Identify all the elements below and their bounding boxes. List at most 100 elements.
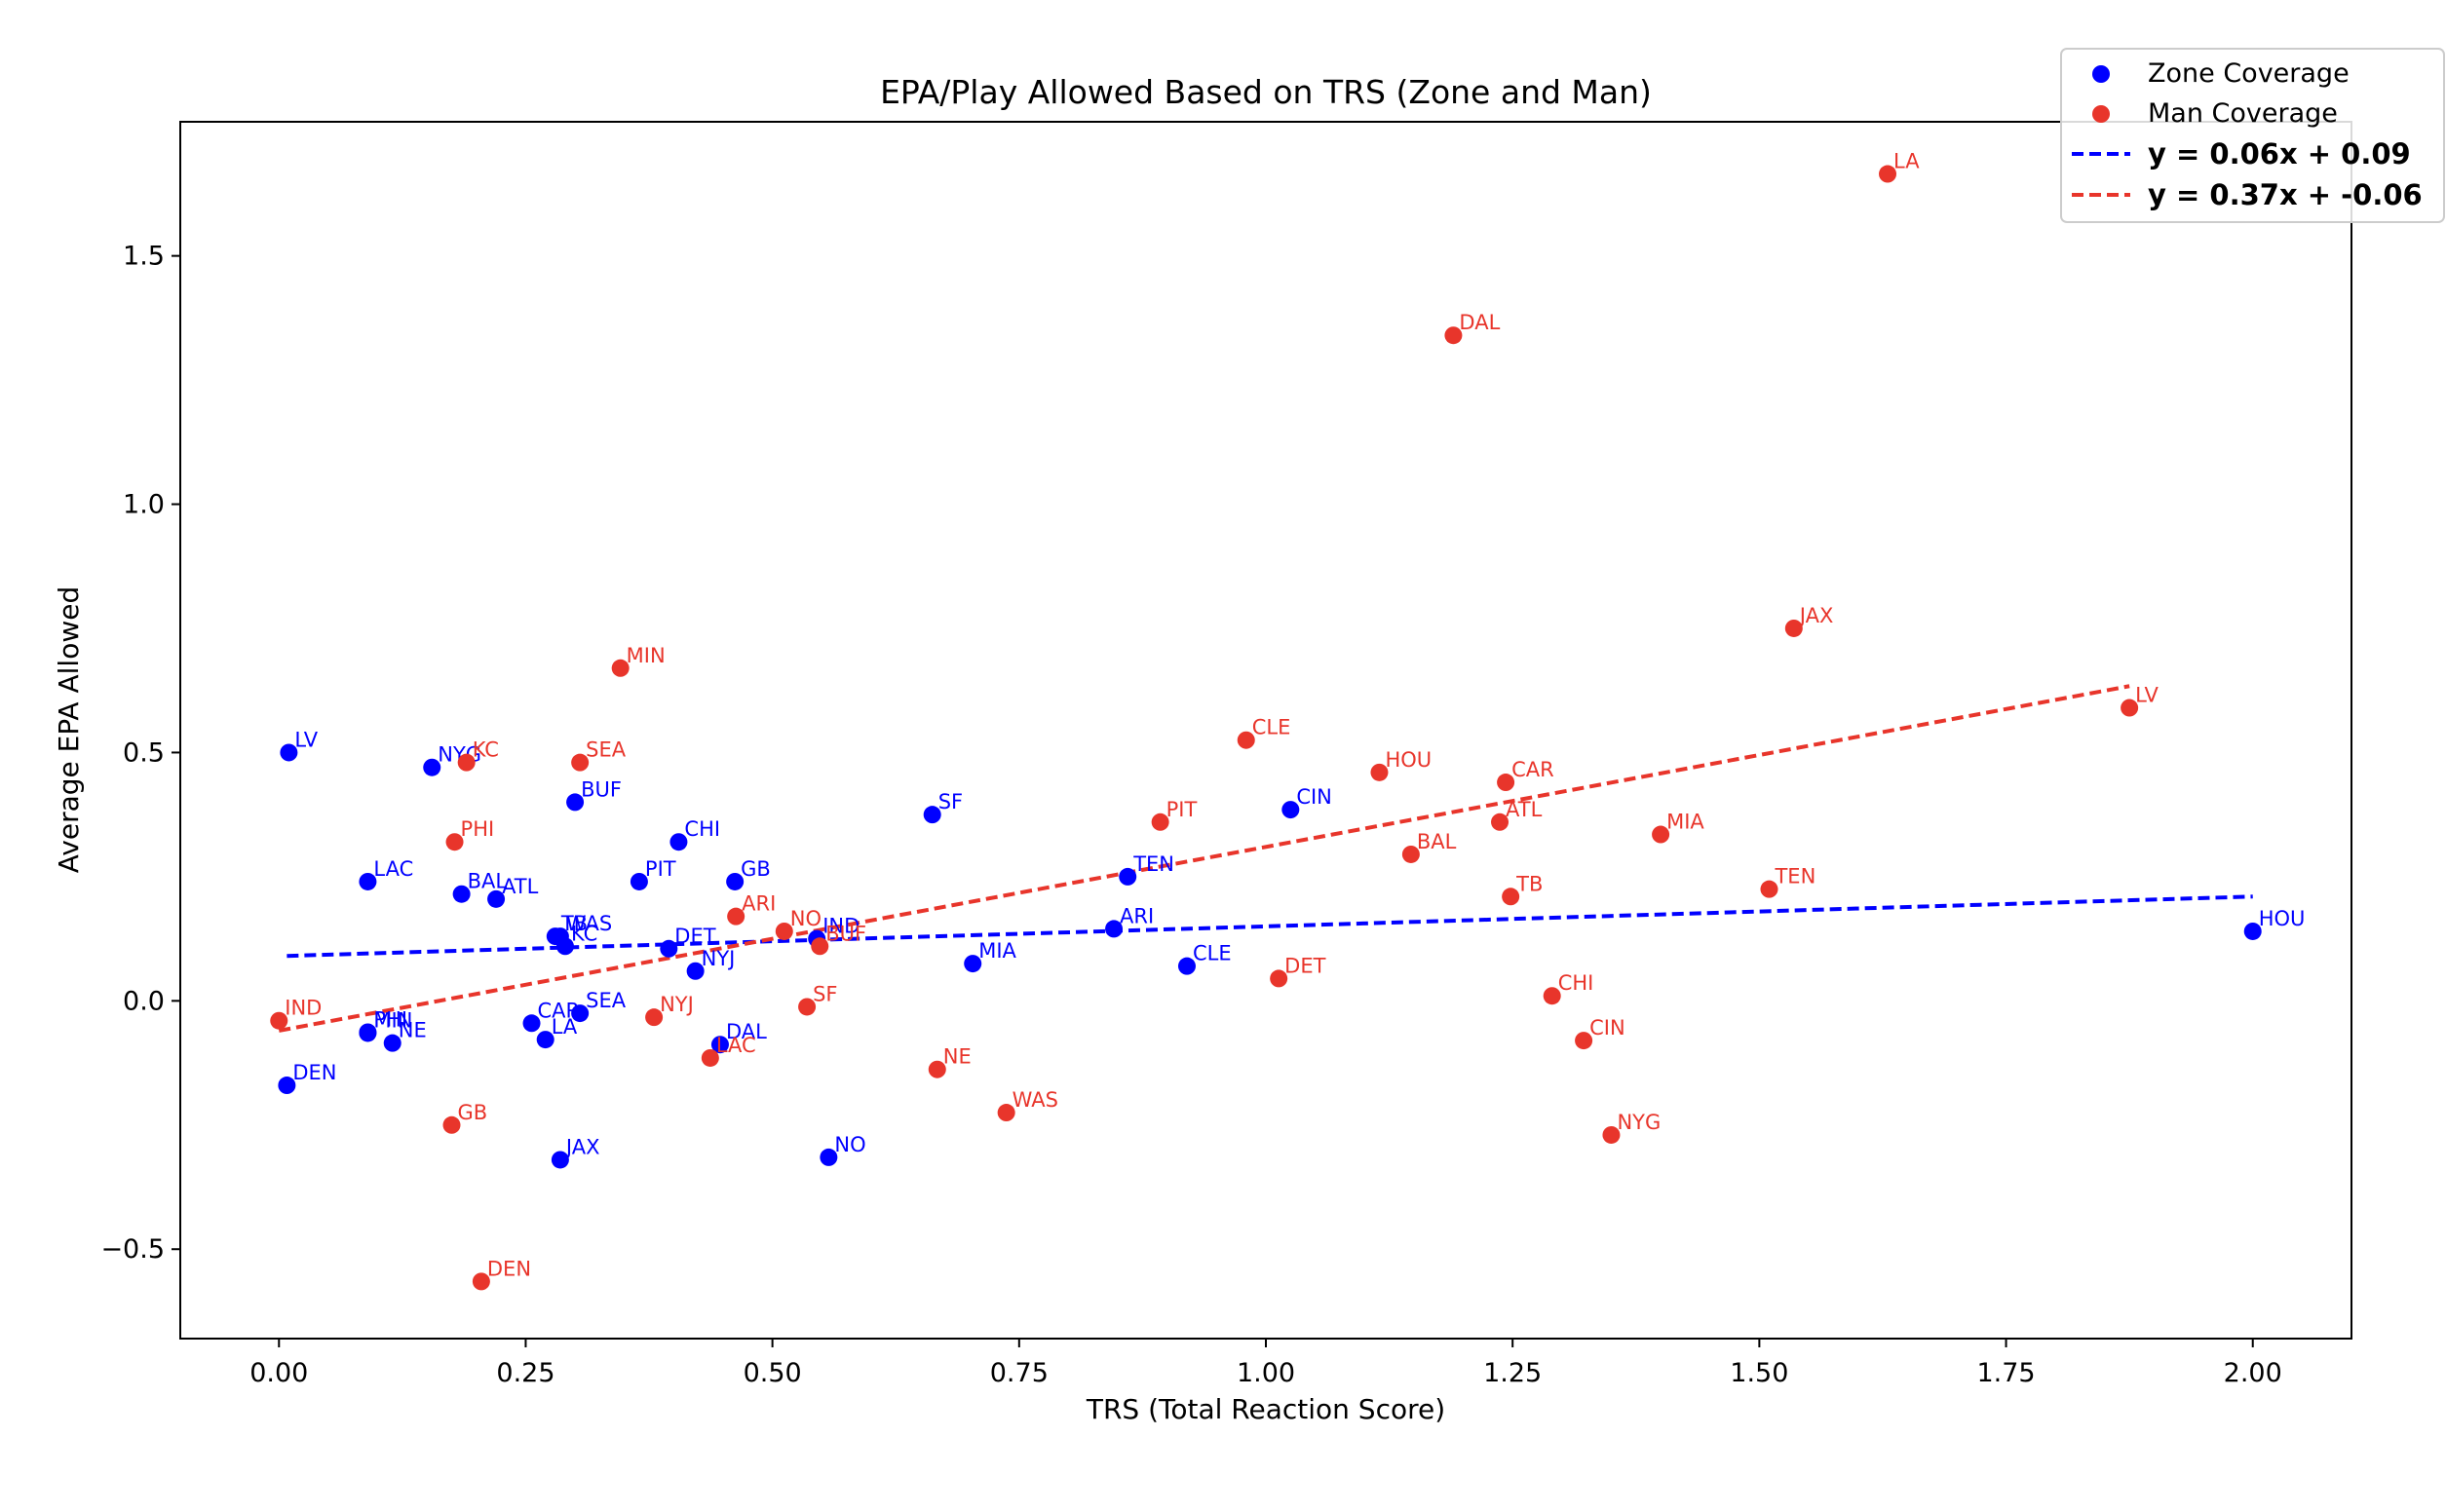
zone-point-label: LV bbox=[294, 728, 318, 751]
zone-point-label: ATL bbox=[502, 875, 539, 898]
man-point-label: BAL bbox=[1417, 830, 1457, 853]
man-point bbox=[1491, 813, 1510, 831]
man-point bbox=[1543, 987, 1561, 1005]
man-point bbox=[1602, 1125, 1621, 1144]
x-tick-label: 0.00 bbox=[249, 1358, 308, 1388]
y-axis-label: Average EPA Allowed bbox=[53, 586, 85, 873]
zone-point-label: BAL bbox=[468, 870, 508, 893]
zone-point-label: NO bbox=[834, 1133, 865, 1156]
man-point bbox=[445, 833, 464, 851]
x-tick-label: 0.50 bbox=[744, 1358, 802, 1388]
zone-point bbox=[571, 1004, 590, 1023]
x-axis-label: TRS (Total Reaction Score) bbox=[1086, 1393, 1445, 1425]
x-tick-label: 1.00 bbox=[1237, 1358, 1295, 1388]
plot-area bbox=[179, 121, 2352, 1340]
legend-label-man: Man Coverage bbox=[2148, 98, 2338, 129]
regression-lines bbox=[278, 684, 2253, 1033]
zone-point-label: CLE bbox=[1193, 942, 1232, 965]
zone-point-label: CIN bbox=[1296, 785, 1332, 809]
zone-point-label: NYJ bbox=[702, 947, 736, 970]
man-point bbox=[442, 1115, 461, 1134]
zone-point bbox=[1119, 867, 1137, 886]
man-point bbox=[2121, 699, 2139, 717]
zone-point bbox=[383, 1034, 401, 1052]
zone-point-label: HOU bbox=[2259, 907, 2306, 930]
man-point-label: LA bbox=[1893, 150, 1920, 173]
y-tick-label: −0.5 bbox=[100, 1234, 165, 1265]
zone-point bbox=[2243, 922, 2262, 940]
man-point-label: DAL bbox=[1459, 311, 1500, 334]
man-point bbox=[1237, 731, 1255, 749]
zone-point-label: GB bbox=[741, 857, 771, 881]
zone-point-label: DEN bbox=[292, 1061, 336, 1084]
zone-point bbox=[669, 833, 688, 851]
man-point bbox=[571, 753, 590, 772]
man-point-label: NYJ bbox=[660, 993, 694, 1016]
x-tick-label: 1.25 bbox=[1483, 1358, 1542, 1388]
zone-point bbox=[536, 1031, 554, 1049]
man-point bbox=[1151, 813, 1169, 831]
chart-title: EPA/Play Allowed Based on TRS (Zone and … bbox=[880, 73, 1652, 111]
man-point bbox=[1575, 1032, 1593, 1050]
zone-point bbox=[726, 872, 745, 890]
man-point bbox=[1270, 969, 1288, 988]
zone-point-label: ARI bbox=[1120, 904, 1154, 927]
man-point-label: NE bbox=[943, 1045, 972, 1069]
zone-point bbox=[555, 937, 574, 956]
man-point bbox=[457, 753, 476, 772]
man-point bbox=[1497, 774, 1515, 792]
zone-point-label: SEA bbox=[586, 989, 627, 1012]
man-point bbox=[1879, 165, 1897, 183]
zone-point bbox=[1105, 920, 1124, 938]
zone-point bbox=[359, 1024, 377, 1042]
man-point-label: DEN bbox=[487, 1257, 531, 1280]
man-point bbox=[775, 922, 793, 940]
man-point-label: TB bbox=[1515, 872, 1543, 895]
man-point bbox=[1502, 888, 1520, 906]
man-point-label: ARI bbox=[742, 892, 776, 916]
x-axis-ticks: 0.00 0.25 0.50 0.75 1.00 1.25 1.50 1.75 2.00 bbox=[249, 1339, 2282, 1388]
man-point-label: KC bbox=[473, 738, 499, 762]
zone-point-label: TEN bbox=[1132, 852, 1174, 876]
man-point-label: WAS bbox=[1013, 1088, 1058, 1112]
man-point bbox=[811, 937, 829, 956]
legend-label-zone: Zone Coverage bbox=[2148, 58, 2350, 89]
man-point-label: HOU bbox=[1385, 748, 1432, 772]
zone-point bbox=[923, 806, 941, 824]
y-axis-ticks: −0.5 0.0 0.5 1.0 1.5 bbox=[100, 242, 180, 1265]
x-tick-label: 0.75 bbox=[990, 1358, 1049, 1388]
zone-point-label: MIN bbox=[373, 1008, 412, 1032]
zone-point bbox=[452, 885, 471, 903]
zone-point bbox=[710, 1036, 729, 1054]
man-point bbox=[1370, 763, 1389, 781]
man-point-label: SEA bbox=[586, 738, 627, 762]
zone-point bbox=[423, 758, 441, 776]
zone-point-label: WAS bbox=[566, 912, 612, 935]
man-point bbox=[1652, 825, 1670, 844]
zone-point bbox=[1177, 957, 1196, 975]
zone-point-label: NE bbox=[399, 1019, 427, 1042]
zone-point bbox=[522, 1014, 541, 1033]
zone-point-label: DAL bbox=[726, 1020, 767, 1043]
zone-point bbox=[660, 939, 678, 958]
zone-point bbox=[487, 889, 506, 908]
man-point-label: PHI bbox=[461, 817, 495, 841]
man-point-label: NO bbox=[790, 907, 822, 930]
zone-point bbox=[566, 793, 585, 812]
man-point-label: IND bbox=[285, 997, 322, 1020]
man-point bbox=[1401, 845, 1420, 863]
legend-box bbox=[2060, 48, 2445, 223]
man-point-label: CIN bbox=[1589, 1016, 1625, 1040]
man-point-label: CHI bbox=[1558, 971, 1594, 995]
legend: Zone Coverage Man Coverage y = 0.06x + 0… bbox=[2060, 48, 2445, 223]
man-point bbox=[701, 1048, 719, 1067]
zone-point-label: SF bbox=[938, 790, 963, 813]
zone-point bbox=[686, 962, 705, 980]
legend-marker-zone bbox=[2092, 65, 2110, 83]
zone-point-label: DET bbox=[674, 925, 715, 948]
man-point-label: LAC bbox=[716, 1034, 756, 1057]
zone-point bbox=[1281, 801, 1300, 819]
y-tick-label: 0.0 bbox=[123, 986, 165, 1016]
